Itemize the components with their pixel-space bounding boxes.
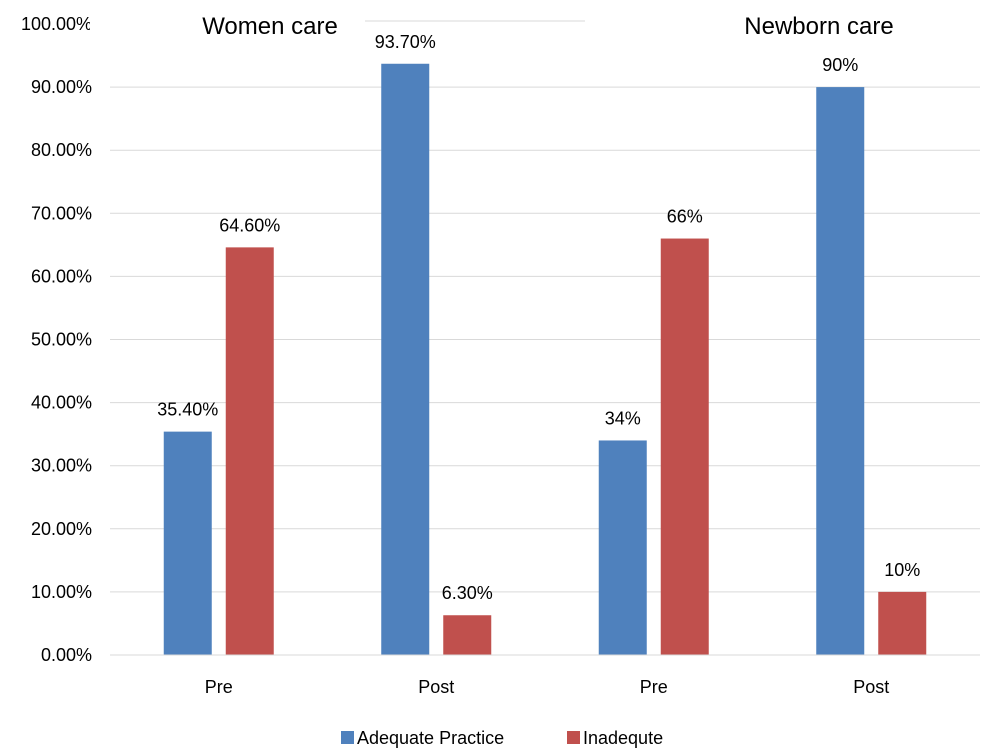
- data-label: 66%: [667, 207, 703, 227]
- x-tick-label: Post: [418, 677, 454, 697]
- bar[interactable]: [660, 238, 709, 656]
- x-tick-label: Pre: [640, 677, 668, 697]
- y-tick-label: 40.00%: [31, 393, 92, 413]
- group-title-women-care: Women care: [202, 13, 338, 40]
- data-label: 90%: [822, 55, 858, 75]
- bar[interactable]: [598, 440, 647, 655]
- y-tick-label: 50.00%: [31, 330, 92, 350]
- y-tick-label: 20.00%: [31, 519, 92, 539]
- legend-swatch-adequate-practice: [341, 731, 354, 744]
- x-tick-label: Post: [853, 677, 889, 697]
- y-axis-ticks: 0.00% 10.00% 20.00% 30.00% 40.00% 50.00% 60.00…: [21, 14, 92, 665]
- group-title-newborn-care: Newborn care: [744, 13, 893, 40]
- data-labels: 35.40% 64.60% 93.70% 6.30% 34% 66% 90% 10%: [157, 32, 920, 603]
- x-tick-label: Pre: [205, 677, 233, 697]
- y-tick-label: 80.00%: [31, 140, 92, 160]
- y-tick-label: 90.00%: [31, 77, 92, 97]
- data-label: 35.40%: [157, 400, 218, 420]
- y-tick-label: 10.00%: [31, 582, 92, 602]
- data-label: 10%: [884, 560, 920, 580]
- legend-label-inadequte: Inadequte: [583, 728, 663, 748]
- bar[interactable]: [225, 247, 274, 655]
- y-tick-label: 0.00%: [41, 645, 92, 665]
- y-tick-label: 70.00%: [31, 203, 92, 223]
- data-label: 64.60%: [219, 215, 280, 235]
- y-tick-label: 100.00%: [21, 14, 92, 34]
- legend-swatch-inadequte: [567, 731, 580, 744]
- y-tick-label: 30.00%: [31, 456, 92, 476]
- bar[interactable]: [443, 615, 492, 655]
- bar[interactable]: [163, 431, 212, 655]
- legend-label-adequate-practice: Adequate Practice: [357, 728, 504, 748]
- bar[interactable]: [878, 591, 927, 655]
- bar[interactable]: [816, 87, 865, 656]
- y-tick-label: 60.00%: [31, 266, 92, 286]
- legend-item-adequate-practice[interactable]: Adequate Practice: [341, 728, 504, 748]
- data-label: 93.70%: [375, 32, 436, 52]
- legend: Adequate Practice Inadequte: [341, 728, 663, 748]
- bars: [163, 63, 927, 656]
- bar[interactable]: [381, 63, 430, 656]
- data-label: 34%: [605, 408, 641, 428]
- title-mask: [90, 10, 983, 40]
- legend-item-inadequte[interactable]: Inadequte: [567, 728, 663, 748]
- data-label: 6.30%: [442, 583, 493, 603]
- x-axis-labels: Pre Post Pre Post: [205, 677, 890, 697]
